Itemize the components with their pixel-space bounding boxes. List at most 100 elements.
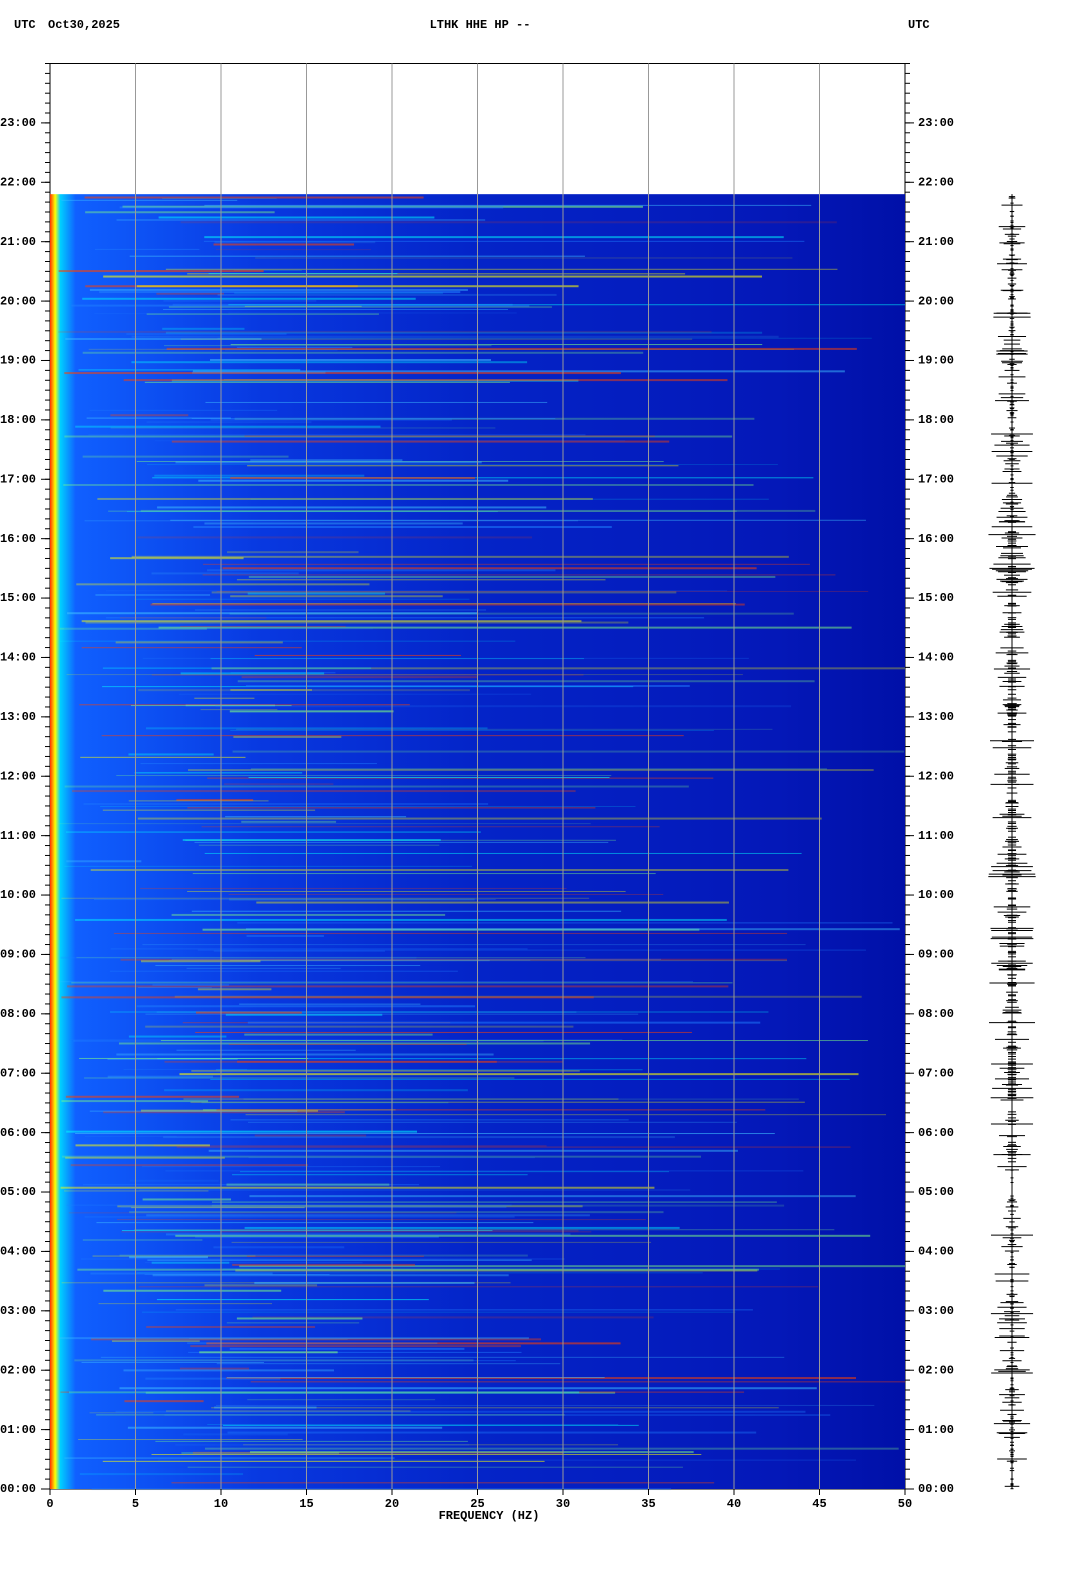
spectrogram-texture [187, 807, 596, 809]
spectrogram-texture [82, 1184, 420, 1186]
spectrogram-texture [239, 1171, 670, 1173]
spectrogram-texture [103, 1111, 345, 1114]
spectrogram-texture [85, 621, 629, 624]
y-tick-label-right: 19:00 [918, 354, 954, 368]
spectrogram-texture [222, 1268, 780, 1270]
spectrogram-texture [96, 1414, 565, 1416]
spectrogram-texture [230, 729, 714, 731]
spectrogram-texture [204, 1447, 899, 1450]
spectrogram-texture [60, 1186, 655, 1189]
x-tick-label: 25 [470, 1497, 484, 1511]
spectrogram-texture [120, 958, 788, 961]
spectrogram-texture [67, 612, 478, 615]
y-tick-label-right: 01:00 [918, 1423, 954, 1437]
spectrogram-texture [103, 1289, 282, 1292]
spectrogram-texture [250, 498, 769, 500]
spectrogram-texture [236, 728, 773, 730]
spectrogram-texture [82, 297, 416, 300]
spectrogram-texture [248, 777, 610, 779]
spectrogram-texture [146, 421, 312, 424]
spectrogram-texture [136, 285, 579, 288]
spectrogram-texture [137, 817, 822, 820]
y-tick-label: 14:00 [0, 651, 36, 665]
spectrogram-texture [64, 865, 473, 867]
spectrogram-texture [59, 640, 516, 642]
spectrogram-texture [64, 1190, 209, 1192]
spectrogram-texture [94, 899, 496, 901]
spectrogram-texture [83, 802, 489, 805]
spectrogram-texture [243, 1098, 799, 1100]
spectrogram-texture [152, 603, 736, 605]
spectrogram-texture [182, 838, 441, 841]
spectrogram-texture [60, 956, 417, 959]
spectrogram-texture [90, 1272, 273, 1275]
spectrogram-texture [195, 1011, 302, 1014]
spectrogram-texture [195, 1236, 439, 1239]
spectrogram-texture [76, 957, 586, 959]
spectrogram-texture [80, 756, 246, 758]
spectrogram-texture [58, 330, 712, 333]
spectrogram-texture [150, 603, 745, 606]
spectrogram-texture [145, 1025, 574, 1028]
spectrogram-texture [79, 704, 410, 706]
y-tick-label: 07:00 [0, 1066, 36, 1080]
spectrogram-texture [202, 574, 836, 576]
spectrogram-texture [66, 860, 142, 863]
spectrogram-texture [140, 887, 567, 889]
spectrogram-texture [129, 1211, 664, 1214]
spectrogram-texture [165, 331, 763, 334]
spectrogram-texture [195, 609, 487, 611]
spectrogram-texture [138, 689, 470, 692]
spectrogram-texture [226, 1377, 856, 1380]
spectrogram-texture [247, 1399, 436, 1401]
spectrogram-texture [183, 1098, 619, 1100]
spectrogram-texture [145, 1377, 281, 1380]
spectrogram-texture [165, 268, 838, 270]
spectrogram-texture [89, 1110, 298, 1112]
spectrogram-texture [229, 898, 475, 901]
x-tick-label: 20 [385, 1497, 399, 1511]
spectrogram-texture [97, 497, 593, 500]
spectrogram-texture [232, 1263, 416, 1266]
y-tick-label-right: 11:00 [918, 829, 954, 843]
spectrogram-texture [131, 555, 789, 558]
y-tick-label-right: 17:00 [918, 472, 954, 486]
spectrogram-texture [232, 1174, 528, 1176]
y-tick-label: 08:00 [0, 1007, 36, 1021]
x-axis-label: FREQUENCY (HZ) [439, 1509, 540, 1523]
spectrogram-texture [204, 204, 812, 206]
spectrogram-texture [254, 654, 461, 656]
spectrogram-texture [160, 1040, 868, 1042]
spectrogram-texture [216, 1363, 561, 1365]
spectrogram-texture [224, 783, 334, 785]
spectrogram-texture [230, 672, 336, 674]
spectrogram-texture [113, 932, 788, 934]
spectrogram-texture [216, 1109, 766, 1111]
spectrogram-texture [146, 1325, 316, 1328]
spectrogram-texture [71, 304, 530, 307]
spectrogram-texture [180, 221, 837, 224]
spectrogram-texture [82, 455, 289, 458]
spectrogram-texture [119, 1254, 528, 1257]
spectrogram-texture [88, 348, 795, 350]
spectrogram-texture [119, 206, 504, 209]
spectrogram-texture [75, 425, 381, 428]
spectrogram-texture [120, 1206, 507, 1209]
spectrogram-texture [244, 1033, 433, 1036]
spectrogram-texture [102, 686, 634, 688]
spectrogram-texture [84, 1216, 515, 1218]
spectrogram-texture [127, 1426, 443, 1429]
spectrogram-texture [105, 590, 728, 592]
spectrogram-texture [230, 476, 475, 479]
spectrogram-texture [86, 417, 231, 419]
spectrogram-texture [153, 1145, 547, 1147]
header-left: UTC [14, 18, 36, 32]
spectrogram-texture [115, 641, 283, 644]
spectrogram-texture [152, 983, 229, 986]
spectrogram-texture [245, 928, 900, 931]
spectrogram-texture [176, 1146, 851, 1148]
y-tick-label: 15:00 [0, 591, 36, 605]
spectrogram-texture [211, 591, 677, 594]
spectrogram-texture [187, 769, 874, 772]
y-tick-label: 09:00 [0, 948, 36, 962]
